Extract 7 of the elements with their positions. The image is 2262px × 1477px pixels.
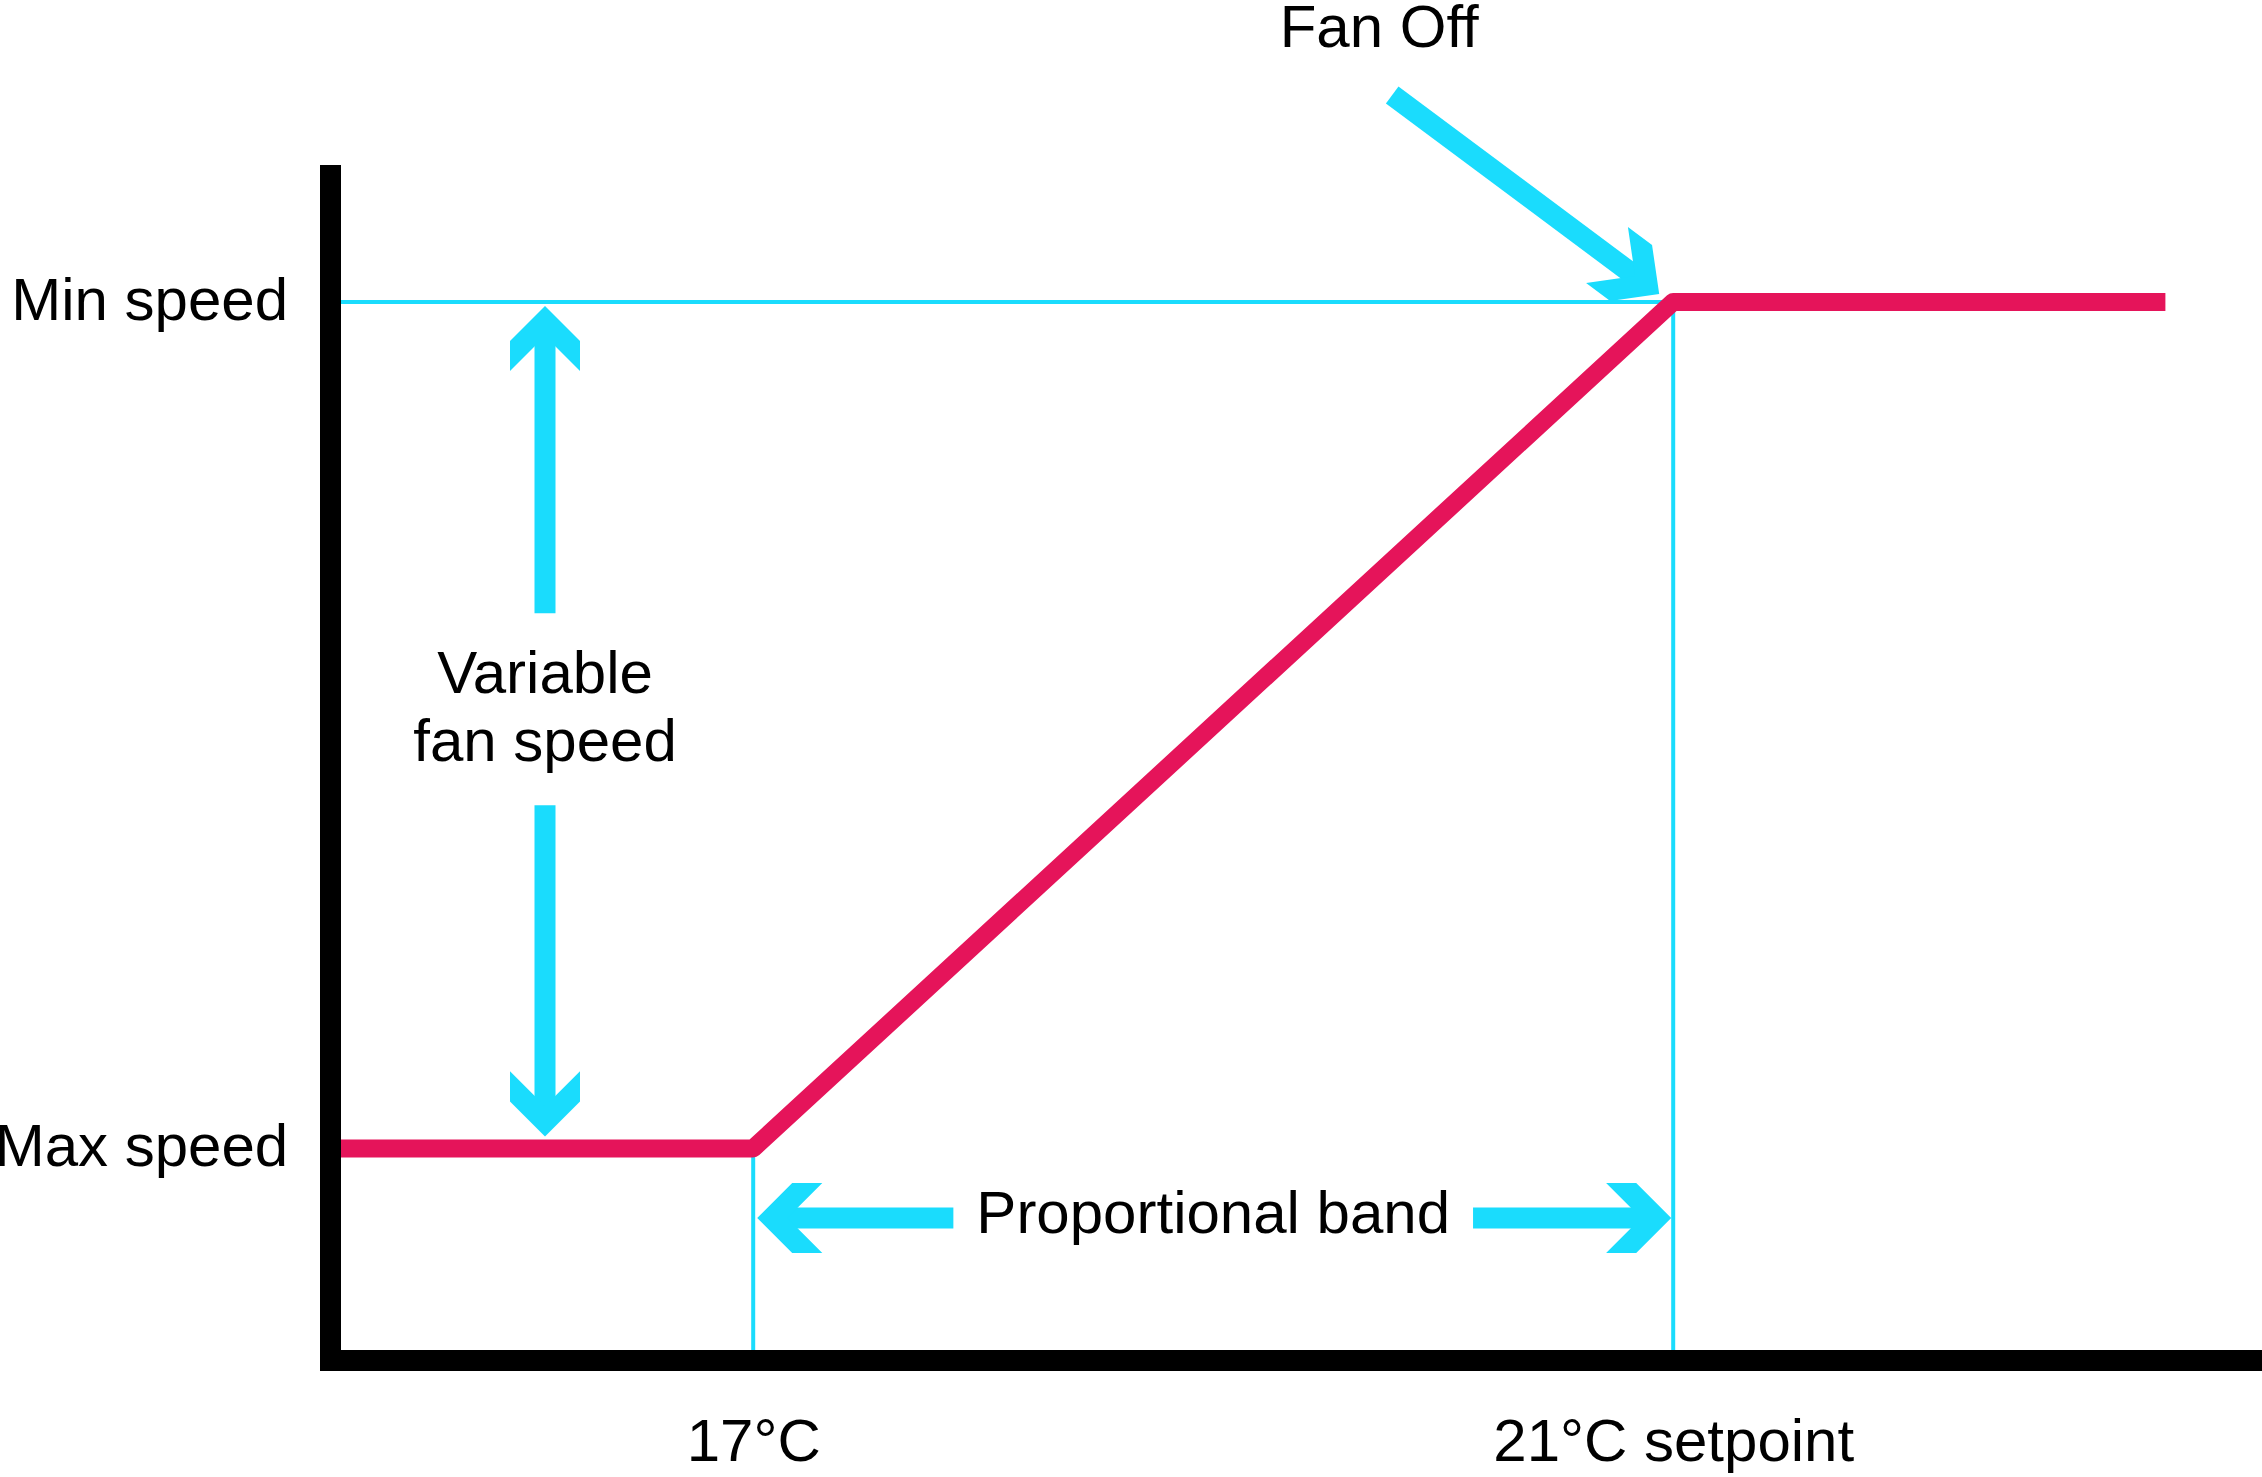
ref-line-label: Min speed xyxy=(11,265,288,333)
x-tick-label: 21°C setpoint xyxy=(1493,1406,1855,1474)
annotation: Max speed xyxy=(0,1112,289,1180)
annotation: Variable fan speed xyxy=(413,639,677,775)
text: Fan Off xyxy=(1279,0,1480,60)
x-tick-label: 17°C xyxy=(686,1406,821,1474)
annotation: Proportional band xyxy=(976,1179,1451,1246)
